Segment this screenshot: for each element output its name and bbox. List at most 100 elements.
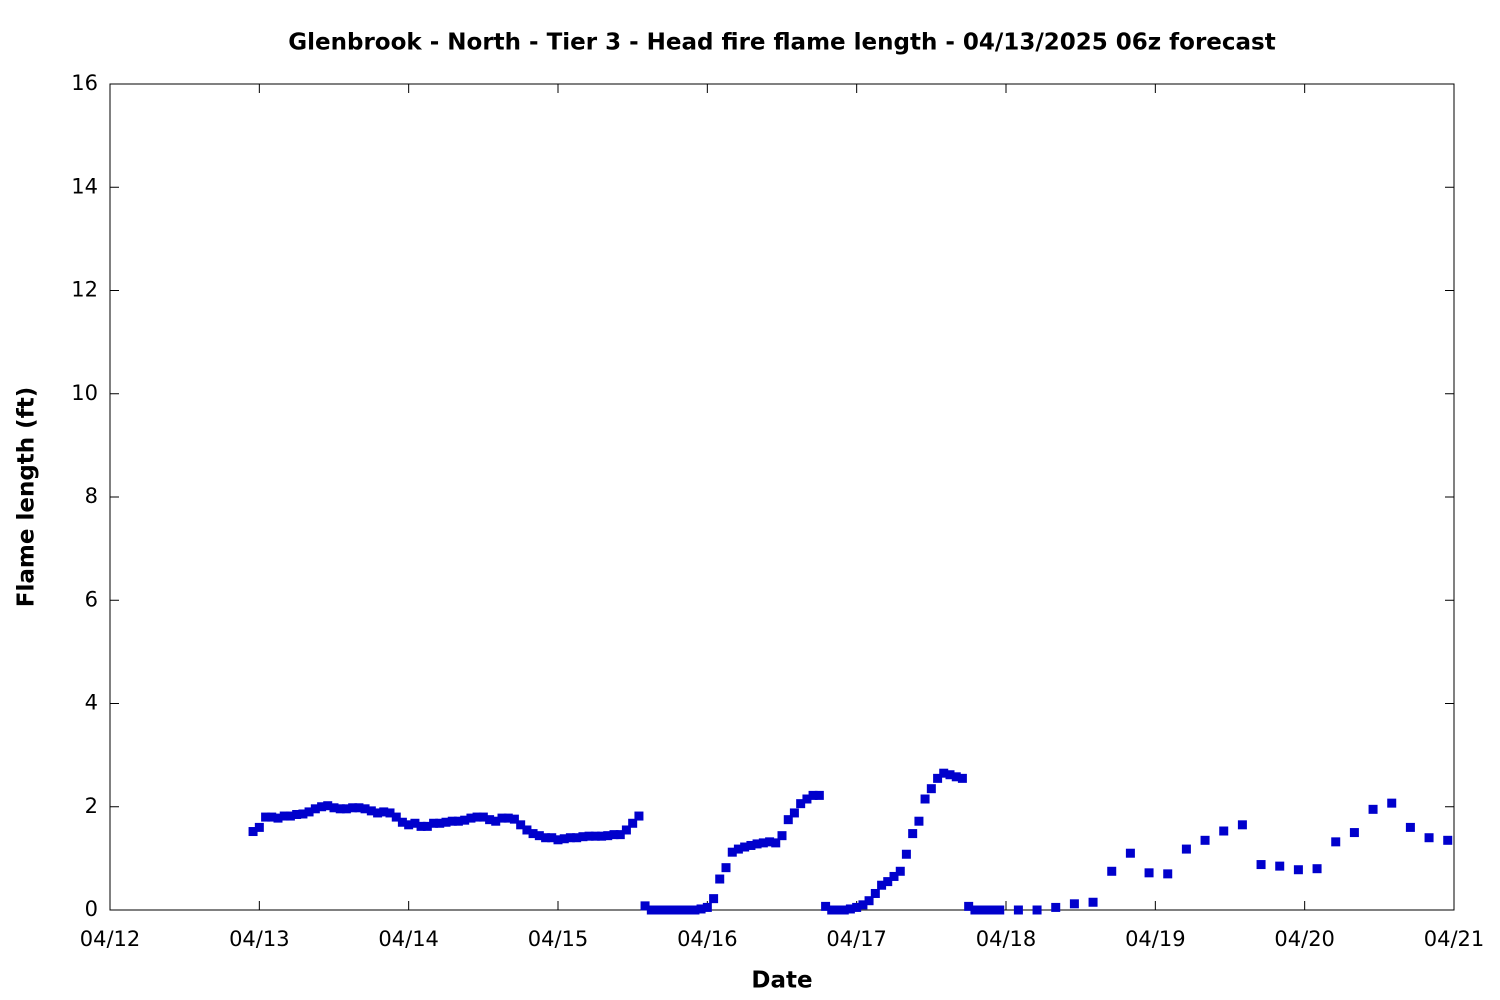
x-tick-label: 04/12: [80, 927, 141, 951]
point: [516, 820, 526, 830]
point: [410, 818, 420, 828]
point: [789, 808, 799, 818]
point: [933, 773, 943, 783]
point: [310, 804, 320, 814]
x-tick-label: 04/13: [229, 927, 290, 951]
point: [559, 834, 569, 844]
point: [920, 794, 930, 804]
point: [453, 816, 463, 826]
point: [373, 808, 383, 818]
point: [1405, 822, 1415, 832]
point: [964, 901, 974, 911]
point: [478, 812, 488, 822]
point: [895, 866, 905, 876]
point: [335, 804, 345, 814]
point: [621, 825, 631, 835]
point: [870, 888, 880, 898]
point: [279, 811, 289, 821]
point: [970, 905, 980, 915]
point: [1275, 861, 1285, 871]
point: [665, 905, 675, 915]
point: [821, 901, 831, 911]
x-tick-label: 04/20: [1274, 927, 1335, 951]
point: [864, 896, 874, 906]
x-tick-label: 04/14: [378, 927, 439, 951]
point: [466, 813, 476, 823]
point: [397, 817, 407, 827]
point: [285, 811, 295, 821]
point: [572, 833, 582, 843]
point: [317, 802, 327, 812]
point: [603, 831, 613, 841]
point: [833, 905, 843, 915]
y-tick-label: 16: [71, 71, 98, 95]
point: [877, 880, 887, 890]
point: [565, 833, 575, 843]
point: [802, 794, 812, 804]
chart-title: Glenbrook - North - Tier 3 - Head fire f…: [288, 30, 1275, 56]
point: [304, 807, 314, 817]
point: [298, 809, 308, 819]
point: [740, 842, 750, 852]
x-tick-label: 04/21: [1424, 927, 1485, 951]
point: [1256, 860, 1266, 870]
point: [366, 806, 376, 816]
point: [590, 831, 600, 841]
point: [497, 813, 507, 823]
point: [995, 905, 1005, 915]
point: [1331, 837, 1341, 847]
point: [684, 905, 694, 915]
point: [534, 831, 544, 841]
x-tick-label: 04/15: [528, 927, 589, 951]
x-tick-label: 04/19: [1125, 927, 1186, 951]
point: [1237, 820, 1247, 830]
point: [696, 904, 706, 914]
point: [541, 833, 551, 843]
point: [267, 812, 277, 822]
point: [976, 905, 986, 915]
point: [522, 825, 532, 835]
point: [404, 820, 414, 830]
point: [845, 904, 855, 914]
point: [416, 821, 426, 831]
point: [1144, 868, 1154, 878]
point: [584, 831, 594, 841]
point: [385, 808, 395, 818]
point: [261, 812, 271, 822]
point: [441, 817, 451, 827]
point: [771, 838, 781, 848]
point: [329, 803, 339, 813]
point: [1387, 798, 1397, 808]
point: [348, 803, 358, 813]
point: [982, 905, 992, 915]
point: [553, 835, 563, 845]
point: [547, 833, 557, 843]
point: [733, 844, 743, 854]
point: [957, 773, 967, 783]
point: [460, 815, 470, 825]
point: [677, 905, 687, 915]
y-tick-label: 12: [71, 278, 98, 302]
point: [852, 902, 862, 912]
point: [292, 809, 302, 819]
point: [472, 812, 482, 822]
point: [758, 838, 768, 848]
point: [634, 811, 644, 821]
point: [379, 807, 389, 817]
point: [447, 816, 457, 826]
point: [1293, 865, 1303, 875]
point: [1312, 864, 1322, 874]
point: [951, 772, 961, 782]
point: [528, 829, 538, 839]
y-tick-label: 4: [85, 691, 98, 715]
y-axis-label: Flame length (ft): [14, 387, 40, 607]
y-tick-label: 10: [71, 381, 98, 405]
point: [721, 863, 731, 873]
point: [1443, 835, 1453, 845]
point: [827, 905, 837, 915]
point: [777, 831, 787, 841]
point: [1368, 804, 1378, 814]
point: [839, 905, 849, 915]
point: [503, 813, 513, 823]
